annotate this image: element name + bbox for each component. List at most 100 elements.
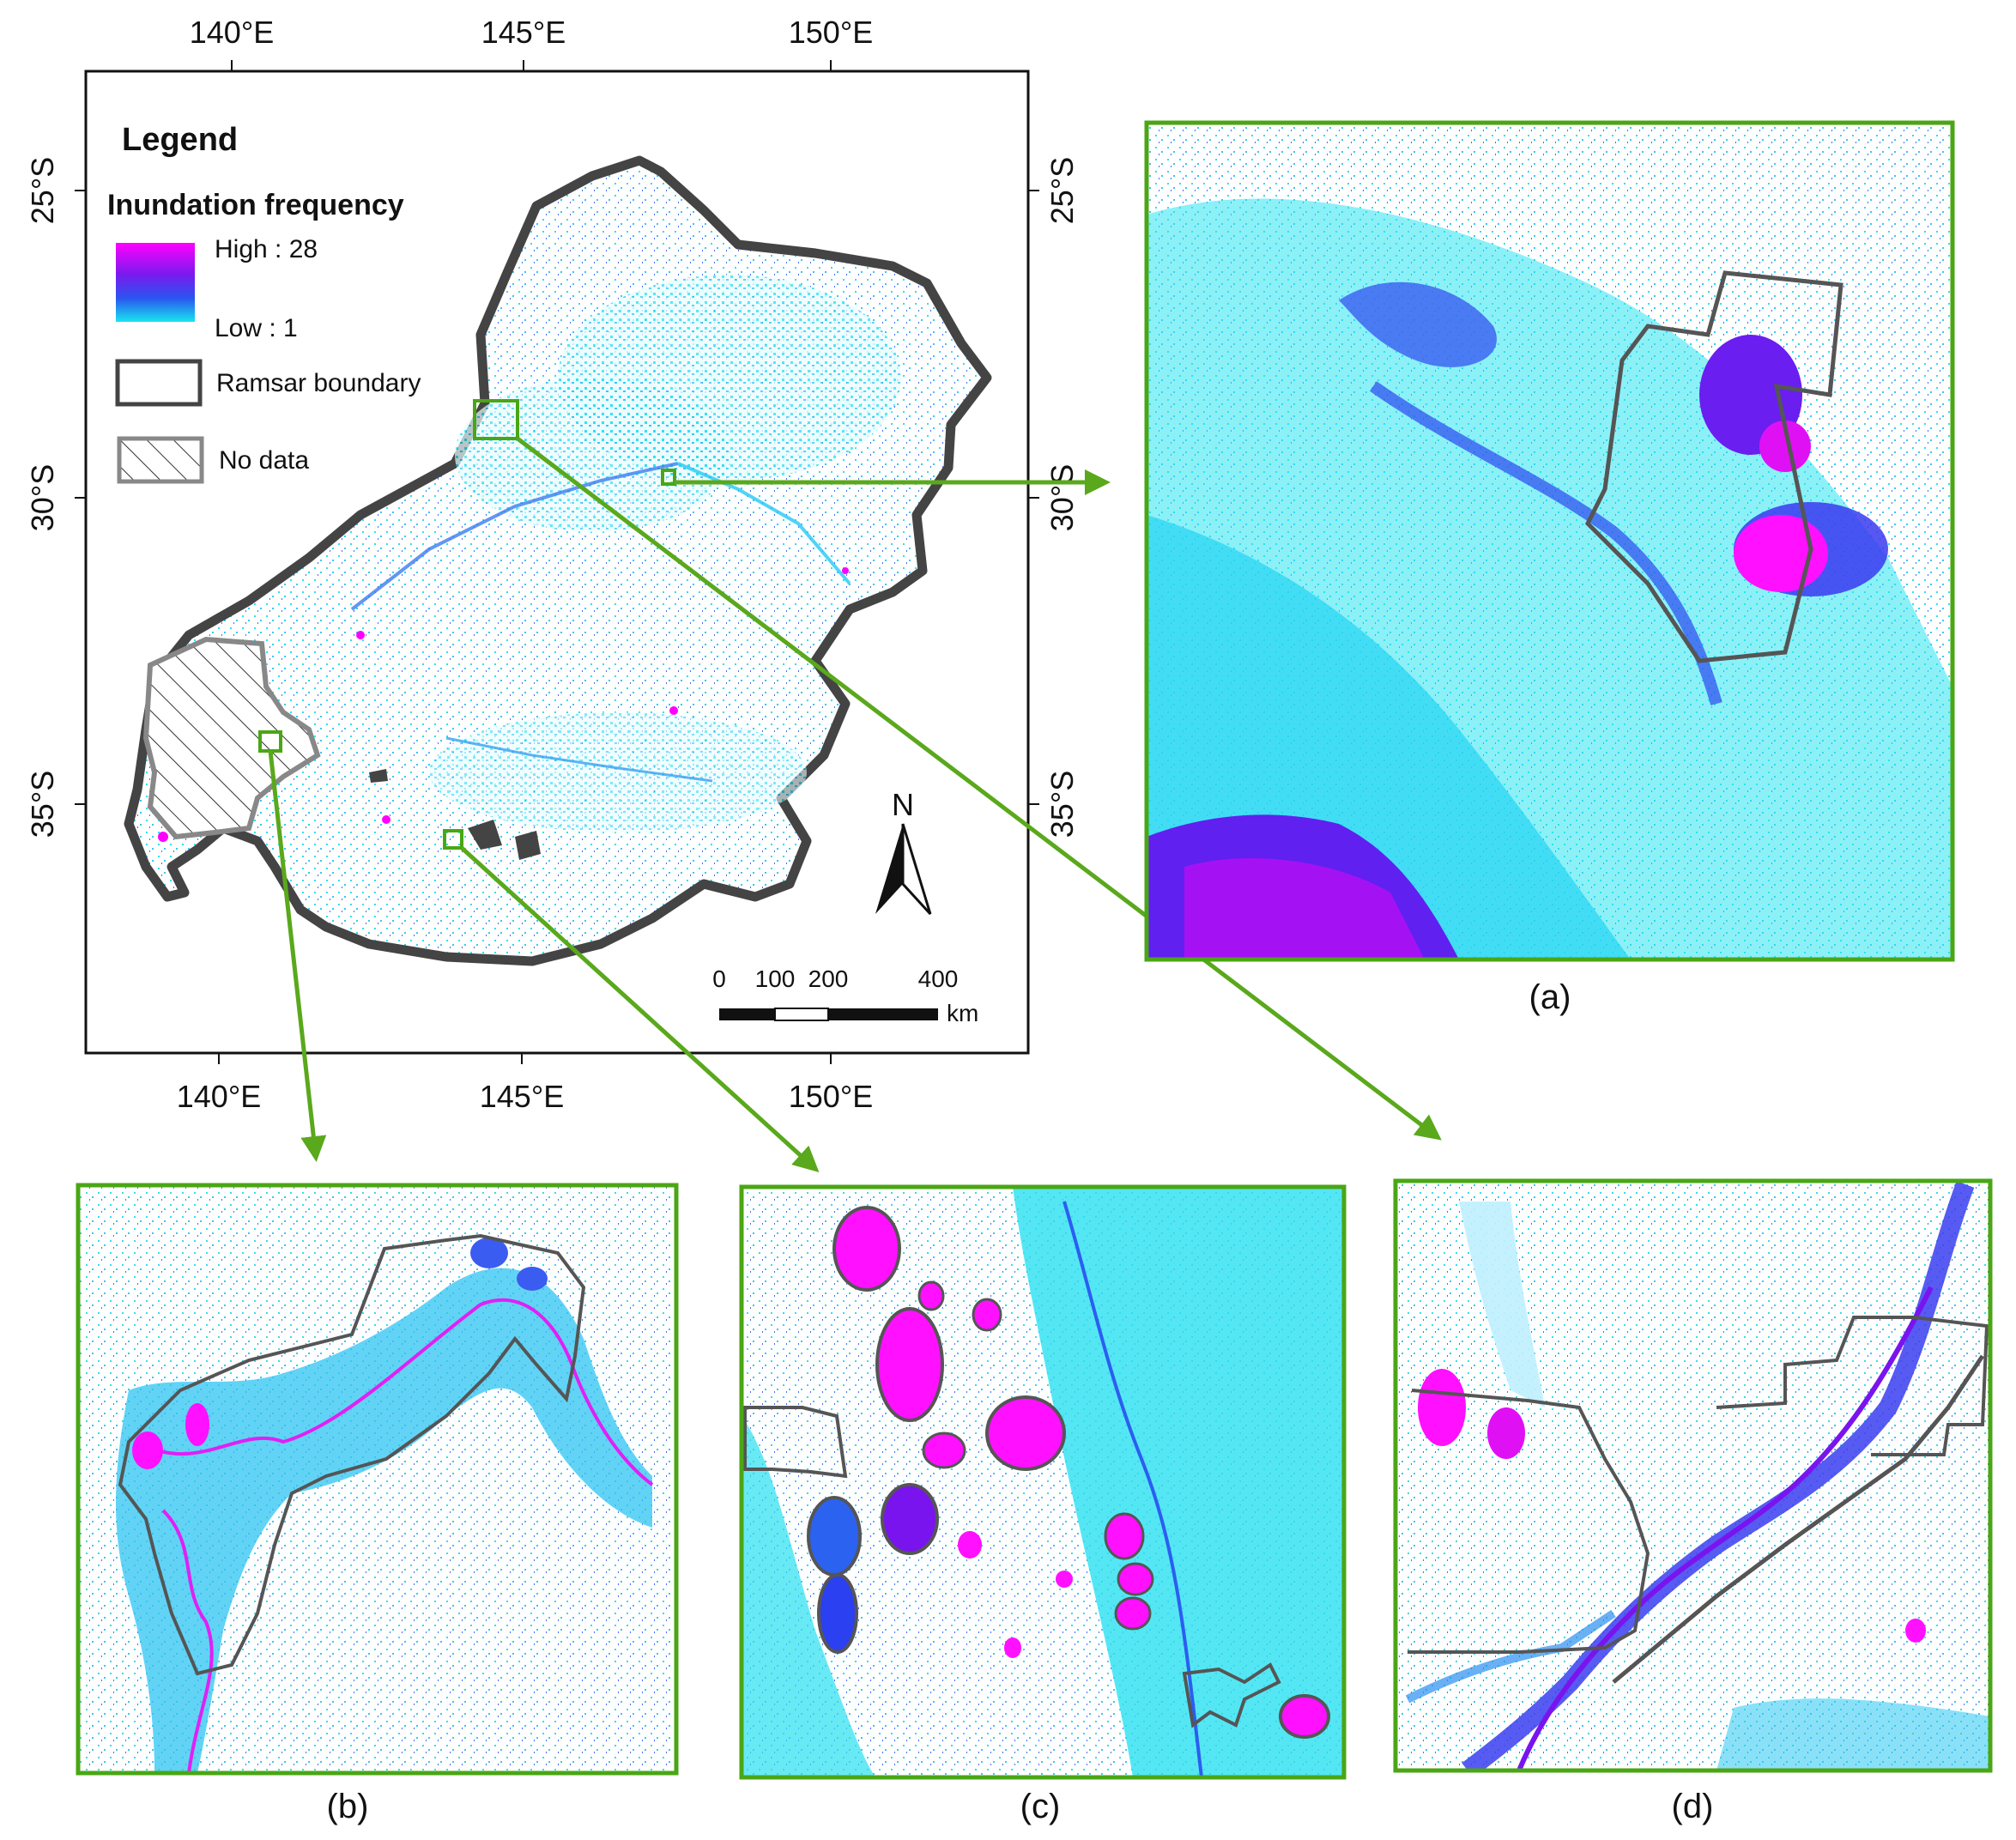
high-freq-spot	[158, 832, 168, 842]
billabong	[132, 1431, 163, 1469]
arrow-to-d	[516, 437, 1442, 1141]
panel-d-label: (d)	[1672, 1788, 1714, 1825]
lake-dark	[515, 831, 541, 860]
river-line-east	[677, 462, 851, 585]
legend-title: Legend	[122, 122, 238, 158]
inundation-patch-south	[429, 712, 807, 832]
lake	[917, 1280, 945, 1311]
right-tick-30s: 30°S	[1044, 464, 1080, 531]
scale-bar: 0 100 200 400 km	[712, 965, 978, 1026]
legend-high-label: High : 28	[215, 235, 318, 263]
legend-ramsar-swatch	[115, 359, 203, 407]
panel-d: (d)	[1393, 1178, 1993, 1825]
ramsar-boundary	[743, 1406, 848, 1479]
left-tick-25s: 25°S	[25, 157, 60, 224]
lake	[881, 1483, 939, 1555]
river-line-south	[445, 736, 713, 783]
arrow-to-c	[460, 846, 820, 1173]
river-channel	[136, 1298, 654, 1486]
scale-unit: km	[947, 1000, 978, 1026]
scale-label-100: 100	[755, 965, 796, 992]
panel-a-label: (a)	[1529, 978, 1571, 1016]
connector-arrows	[268, 437, 1442, 1173]
scale-segment	[774, 1008, 829, 1021]
lake	[875, 1307, 944, 1422]
legend-ramsar-label: Ramsar boundary	[216, 369, 421, 397]
right-tick-25s: 25°S	[1044, 157, 1080, 224]
billabong	[470, 1238, 508, 1268]
lake	[922, 1431, 966, 1469]
river-line-main	[350, 462, 679, 611]
ramsar-boundary	[1182, 1662, 1281, 1728]
river-channel	[1517, 1286, 1934, 1770]
ramsar-boundary	[1408, 1389, 1650, 1654]
ramsar-boundary-east	[1716, 1316, 1989, 1456]
floodplain-east	[1013, 1187, 1344, 1777]
lake	[1056, 1571, 1073, 1588]
lake-core	[1184, 858, 1425, 959]
speckle-field	[1459, 1201, 1545, 1407]
scale-label-400: 400	[918, 965, 959, 992]
left-tick-35s: 35°S	[25, 771, 60, 838]
arrow-to-b	[268, 750, 327, 1162]
ramsar-boundary	[1584, 270, 1843, 663]
top-tick-145: 145°E	[481, 15, 566, 50]
scale-label-0: 0	[712, 965, 726, 992]
legend-low-label: Low : 1	[215, 314, 298, 342]
panel-c: (c)	[739, 1184, 1347, 1825]
river-channel	[1062, 1201, 1203, 1777]
billabong	[517, 1267, 548, 1291]
lake	[1104, 1512, 1145, 1560]
high-freq-spot	[356, 631, 365, 639]
north-arrow: N	[875, 787, 932, 916]
inset-box-c	[443, 829, 463, 850]
inset-box-a	[661, 469, 676, 486]
legend: Legend Inundation frequency High : 28 Lo…	[107, 122, 421, 484]
legend-nodata-label: No data	[219, 446, 309, 475]
lake	[817, 1573, 858, 1654]
floodplain-west	[742, 1416, 875, 1777]
left-tick-30s: 30°S	[25, 464, 60, 531]
north-arrow-left-half	[875, 824, 903, 914]
ramsar-boundary	[118, 1233, 586, 1676]
scale-segment	[828, 1008, 938, 1020]
right-tick-35s: 35°S	[1044, 771, 1080, 838]
lake	[958, 1531, 982, 1559]
bottom-tick-150: 150°E	[789, 1079, 873, 1114]
lake	[1418, 1369, 1466, 1446]
lake-dark	[468, 820, 502, 850]
lake-dark	[369, 769, 388, 783]
lake	[1117, 1562, 1154, 1596]
ramsar-boundary-channel	[1612, 1354, 1985, 1684]
lake	[832, 1206, 901, 1292]
panel-a-frame	[1144, 120, 1955, 962]
panel-b-frame	[76, 1183, 679, 1776]
inundation-patch-central	[455, 378, 730, 532]
nodata-region	[142, 636, 321, 840]
inset-box-d	[473, 399, 519, 440]
lake	[1905, 1619, 1926, 1643]
lake	[985, 1395, 1066, 1471]
legend-color-ramp	[116, 243, 195, 322]
bottom-tick-145: 145°E	[480, 1079, 564, 1114]
panel-b: (b)	[76, 1183, 679, 1825]
channel-bend	[1339, 281, 1497, 367]
panel-c-frame	[739, 1184, 1347, 1780]
legend-subtitle: Inundation frequency	[107, 189, 404, 221]
wetland-north-core	[1759, 421, 1811, 472]
scale-label-200: 200	[808, 965, 849, 992]
top-tick-140: 140°E	[190, 15, 274, 50]
river-channel-south	[161, 1509, 214, 1773]
legend-nodata-swatch	[117, 436, 204, 484]
bottom-tick-140: 140°E	[177, 1079, 261, 1114]
north-arrow-label: N	[892, 787, 914, 822]
lake	[972, 1298, 1002, 1332]
high-freq-spot	[382, 815, 390, 824]
main-channel	[1369, 381, 1722, 705]
panel-d-frame	[1393, 1178, 1993, 1773]
top-tick-150: 150°E	[789, 15, 873, 50]
billabong	[185, 1403, 209, 1446]
high-freq-spot	[842, 567, 849, 574]
lake	[1004, 1637, 1021, 1658]
